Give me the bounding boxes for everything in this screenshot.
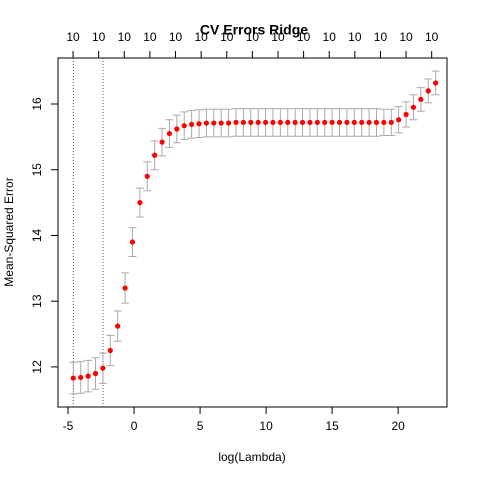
point (181, 123, 187, 129)
y-tick-label: 16 (30, 97, 44, 111)
point (152, 152, 158, 158)
point (366, 119, 372, 126)
point (159, 139, 165, 145)
point (122, 285, 128, 291)
point (270, 119, 276, 126)
top-tick-label: 10 (92, 30, 106, 44)
top-tick-label: 10 (220, 30, 234, 44)
x-tick-label: 5 (197, 419, 204, 433)
point (418, 96, 424, 103)
point (403, 111, 409, 118)
point (307, 119, 313, 126)
top-tick-label: 10 (66, 30, 80, 44)
point (359, 119, 365, 126)
point (299, 119, 306, 126)
point (381, 119, 387, 126)
point (137, 199, 143, 206)
point (344, 119, 350, 126)
point (107, 347, 113, 354)
y-tick-label: 15 (30, 163, 44, 177)
point (211, 120, 217, 126)
top-tick-label: 10 (246, 30, 260, 44)
top-tick-label: 10 (169, 30, 183, 44)
x-tick-label: 15 (325, 419, 339, 433)
top-tick-label: 10 (374, 30, 388, 44)
y-tick-label: 12 (30, 360, 44, 374)
top-tick-label: 10 (399, 30, 413, 44)
point (277, 119, 283, 126)
point (166, 130, 173, 137)
y-axis-label: Mean-Squared Error (2, 177, 16, 286)
top-tick-label: 10 (271, 30, 285, 44)
x-tick-label: -5 (63, 419, 74, 433)
top-tick-label: 10 (118, 30, 132, 44)
top-tick-label: 10 (323, 30, 337, 44)
y-tick-label: 13 (30, 294, 44, 308)
point (396, 117, 402, 123)
x-tick-label: 10 (259, 419, 273, 433)
point (196, 121, 202, 127)
point (189, 121, 195, 127)
point (70, 375, 76, 381)
point (240, 119, 246, 126)
point (115, 323, 121, 329)
point (351, 119, 357, 126)
point (388, 119, 394, 126)
point (285, 119, 291, 126)
plot-box (57, 57, 448, 408)
point (410, 104, 417, 110)
top-tick-label: 10 (348, 30, 362, 44)
point (78, 374, 84, 381)
point (144, 173, 150, 179)
x-axis-label: log(Lambda) (218, 450, 285, 464)
x-tick-label: 0 (131, 419, 138, 433)
top-tick-label: 10 (143, 30, 157, 44)
point (226, 120, 232, 126)
point (433, 80, 439, 86)
point (314, 119, 320, 126)
point (329, 119, 335, 126)
point (336, 119, 343, 126)
point (92, 370, 99, 377)
point (255, 119, 261, 126)
top-tick-label: 10 (297, 30, 311, 44)
point (292, 119, 298, 126)
point (373, 119, 380, 126)
point (322, 119, 328, 126)
point (129, 239, 136, 245)
point (85, 373, 91, 379)
point (218, 120, 224, 126)
y-tick-label: 14 (30, 228, 44, 242)
point (262, 119, 269, 126)
top-tick-label: 10 (194, 30, 208, 44)
chart-title: CV Errors Ridge (200, 22, 308, 38)
point (203, 120, 210, 126)
point (174, 126, 180, 132)
x-tick-label: 20 (391, 419, 405, 433)
point (248, 119, 254, 126)
point (233, 119, 239, 126)
point (100, 365, 106, 371)
point (425, 88, 431, 94)
top-tick-label: 10 (425, 30, 439, 44)
